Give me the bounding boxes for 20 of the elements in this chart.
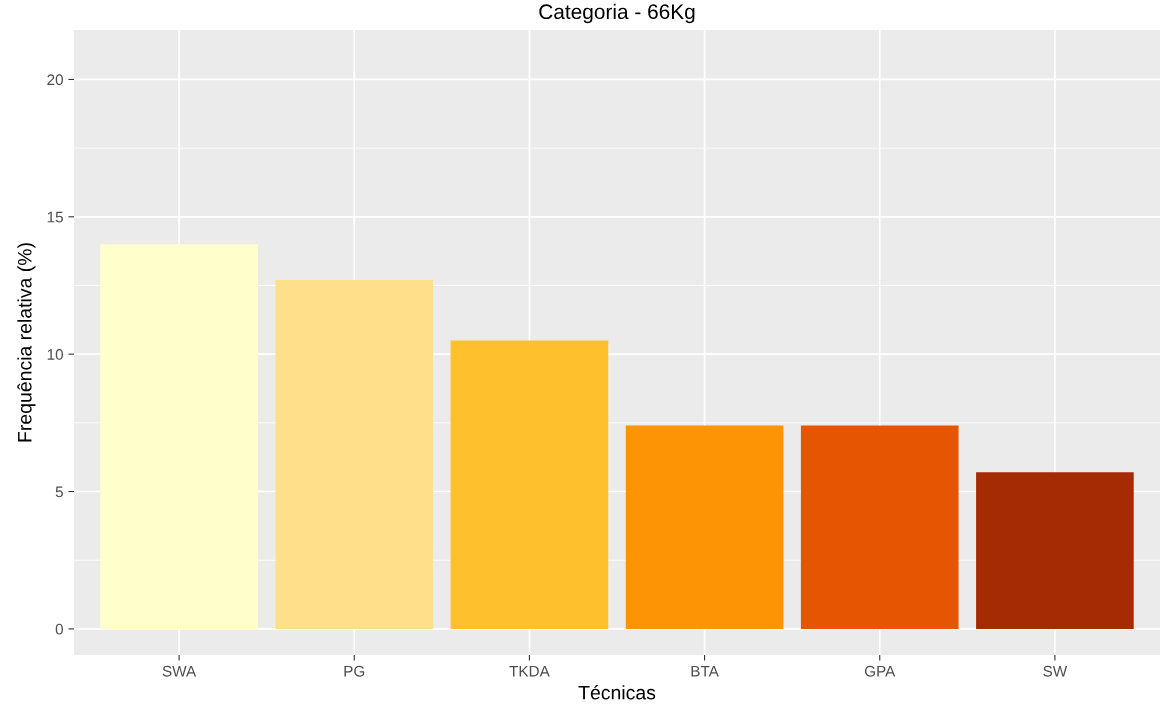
y-tick-label: 15 <box>47 211 63 223</box>
x-tick-label: TKDA <box>509 665 550 677</box>
y-tick-label: 0 <box>55 623 63 635</box>
bar <box>976 472 1134 629</box>
x-tick-label: BTA <box>691 665 719 677</box>
y-axis-title: Frequência relativa (%) <box>17 243 36 442</box>
bar <box>275 280 434 629</box>
x-tick-label: SW <box>1043 665 1068 677</box>
y-tick-label: 5 <box>55 486 63 498</box>
chart-title: Categoria - 66Kg <box>539 3 695 24</box>
bar <box>625 425 784 629</box>
bar <box>450 340 609 629</box>
bar <box>100 244 258 629</box>
y-tick-label: 10 <box>47 349 63 360</box>
bar <box>800 425 959 629</box>
y-tick-label: 20 <box>47 74 63 86</box>
x-axis-title: Técnicas <box>578 684 656 700</box>
x-tick-label: GPA <box>864 665 896 677</box>
x-tick-label: SWA <box>162 665 197 677</box>
x-tick-label: PG <box>344 665 365 677</box>
